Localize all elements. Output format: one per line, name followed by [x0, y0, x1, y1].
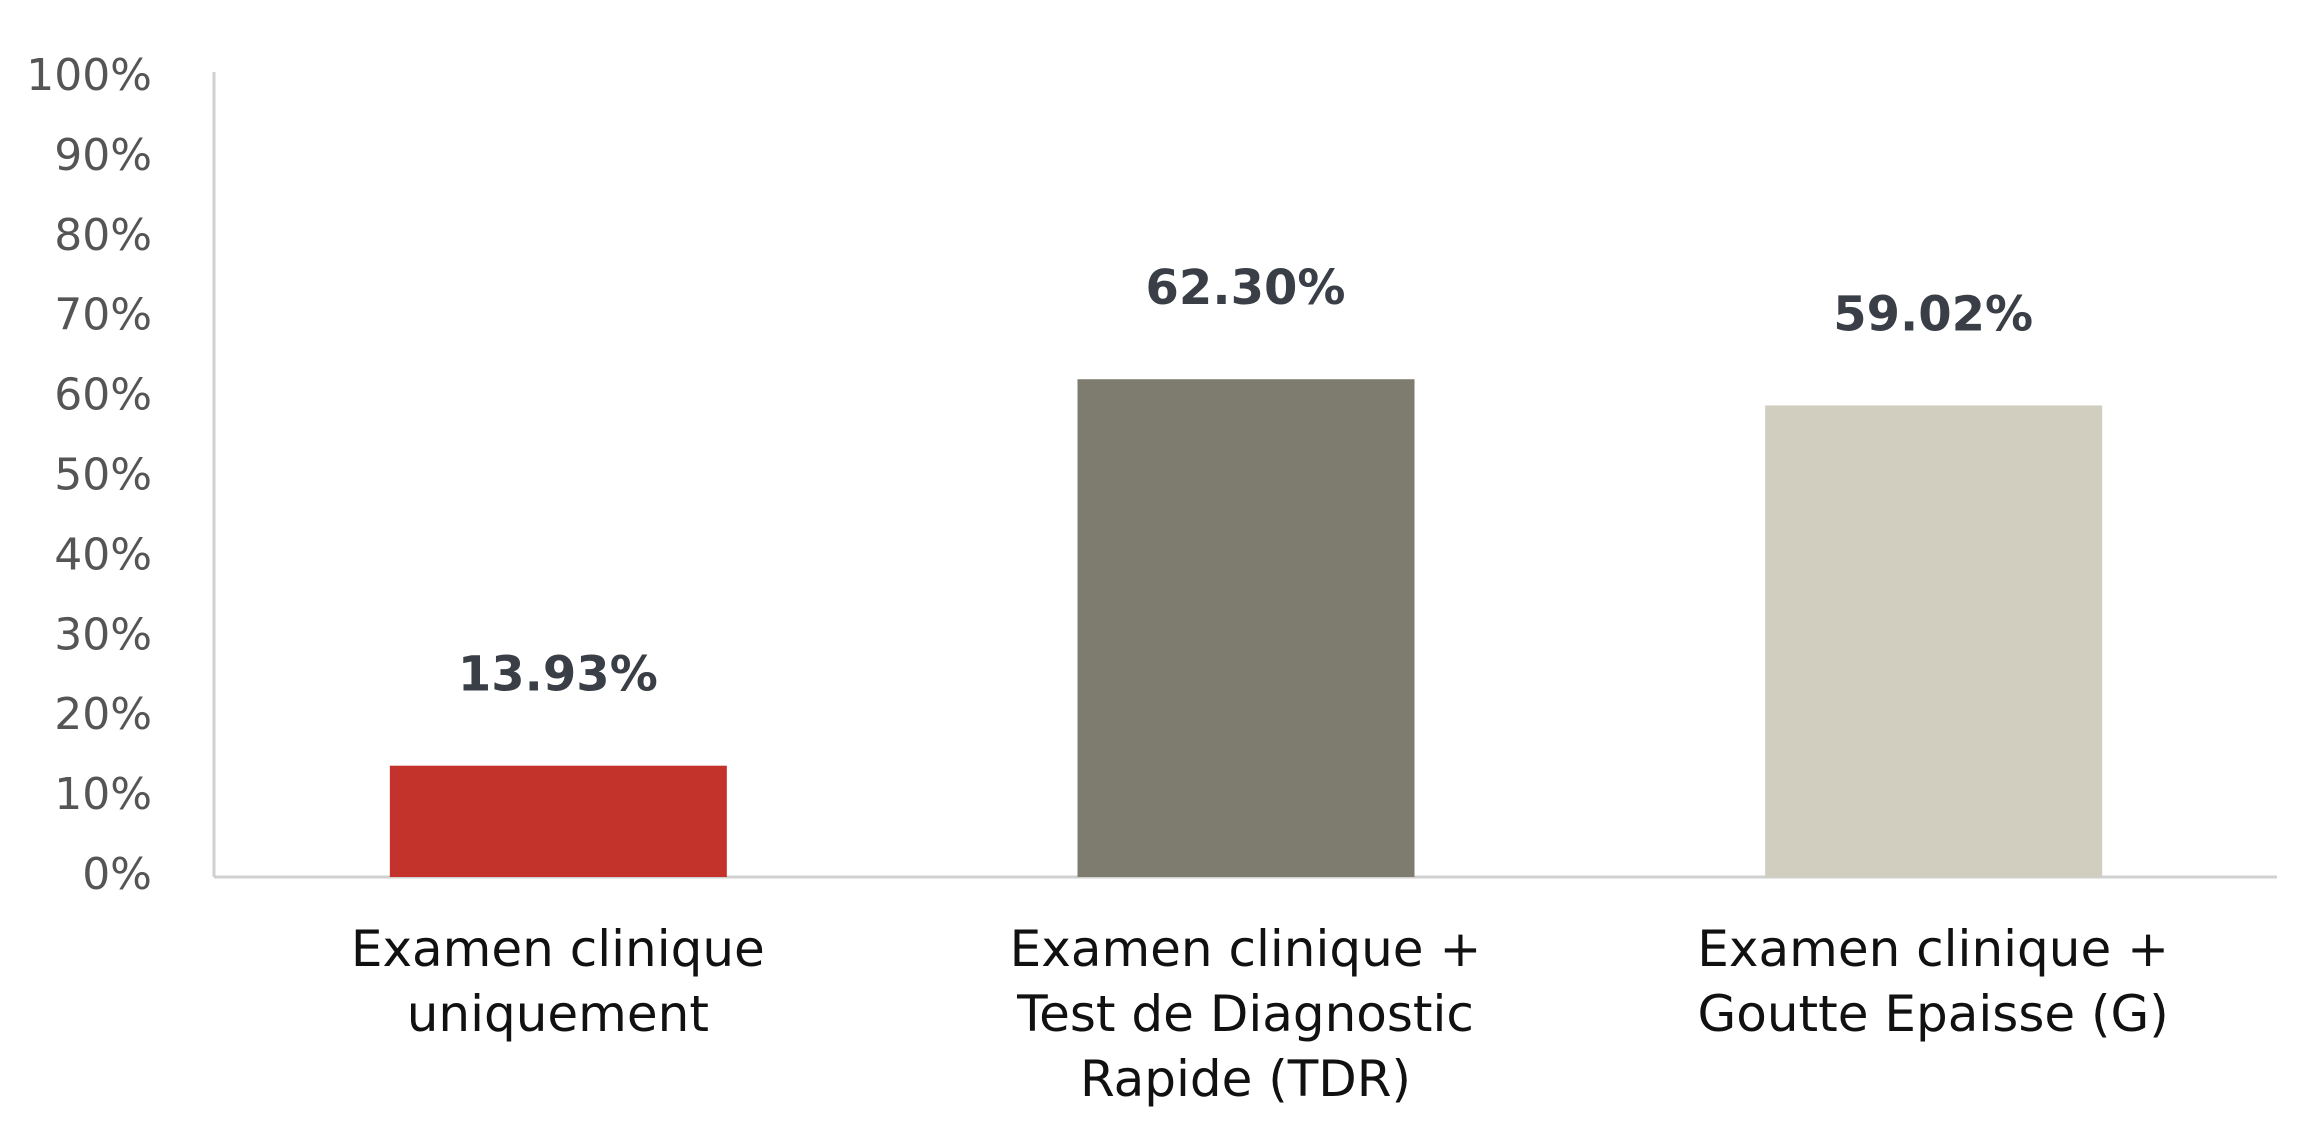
bar [389, 765, 727, 877]
x-tick-label: Examen clinique uniquement [351, 920, 765, 1043]
value-label: 59.02% [1833, 286, 2033, 342]
y-tick-label: 40% [54, 529, 152, 580]
bar [1077, 379, 1415, 877]
y-tick-label: 50% [54, 450, 152, 501]
y-tick-label: 10% [54, 769, 152, 820]
y-tick-label: 60% [54, 370, 152, 421]
x-tick-label: Examen clinique + Goutte Epaisse (G) [1697, 920, 2169, 1043]
y-tick-label: 80% [54, 210, 152, 261]
y-tick-label: 20% [54, 689, 152, 740]
value-label: 62.30% [1146, 260, 1346, 316]
value-label: 13.93% [458, 647, 658, 703]
y-tick-label: 30% [54, 609, 152, 660]
x-tick-label: Examen clinique + Test de Diagnostic Rapid… [1010, 920, 1482, 1108]
bar [1765, 405, 2103, 877]
y-tick-label: 70% [54, 290, 152, 341]
y-tick-label: 0% [82, 849, 152, 900]
y-tick-label: 90% [54, 130, 152, 181]
y-tick-label: 100% [26, 50, 152, 101]
